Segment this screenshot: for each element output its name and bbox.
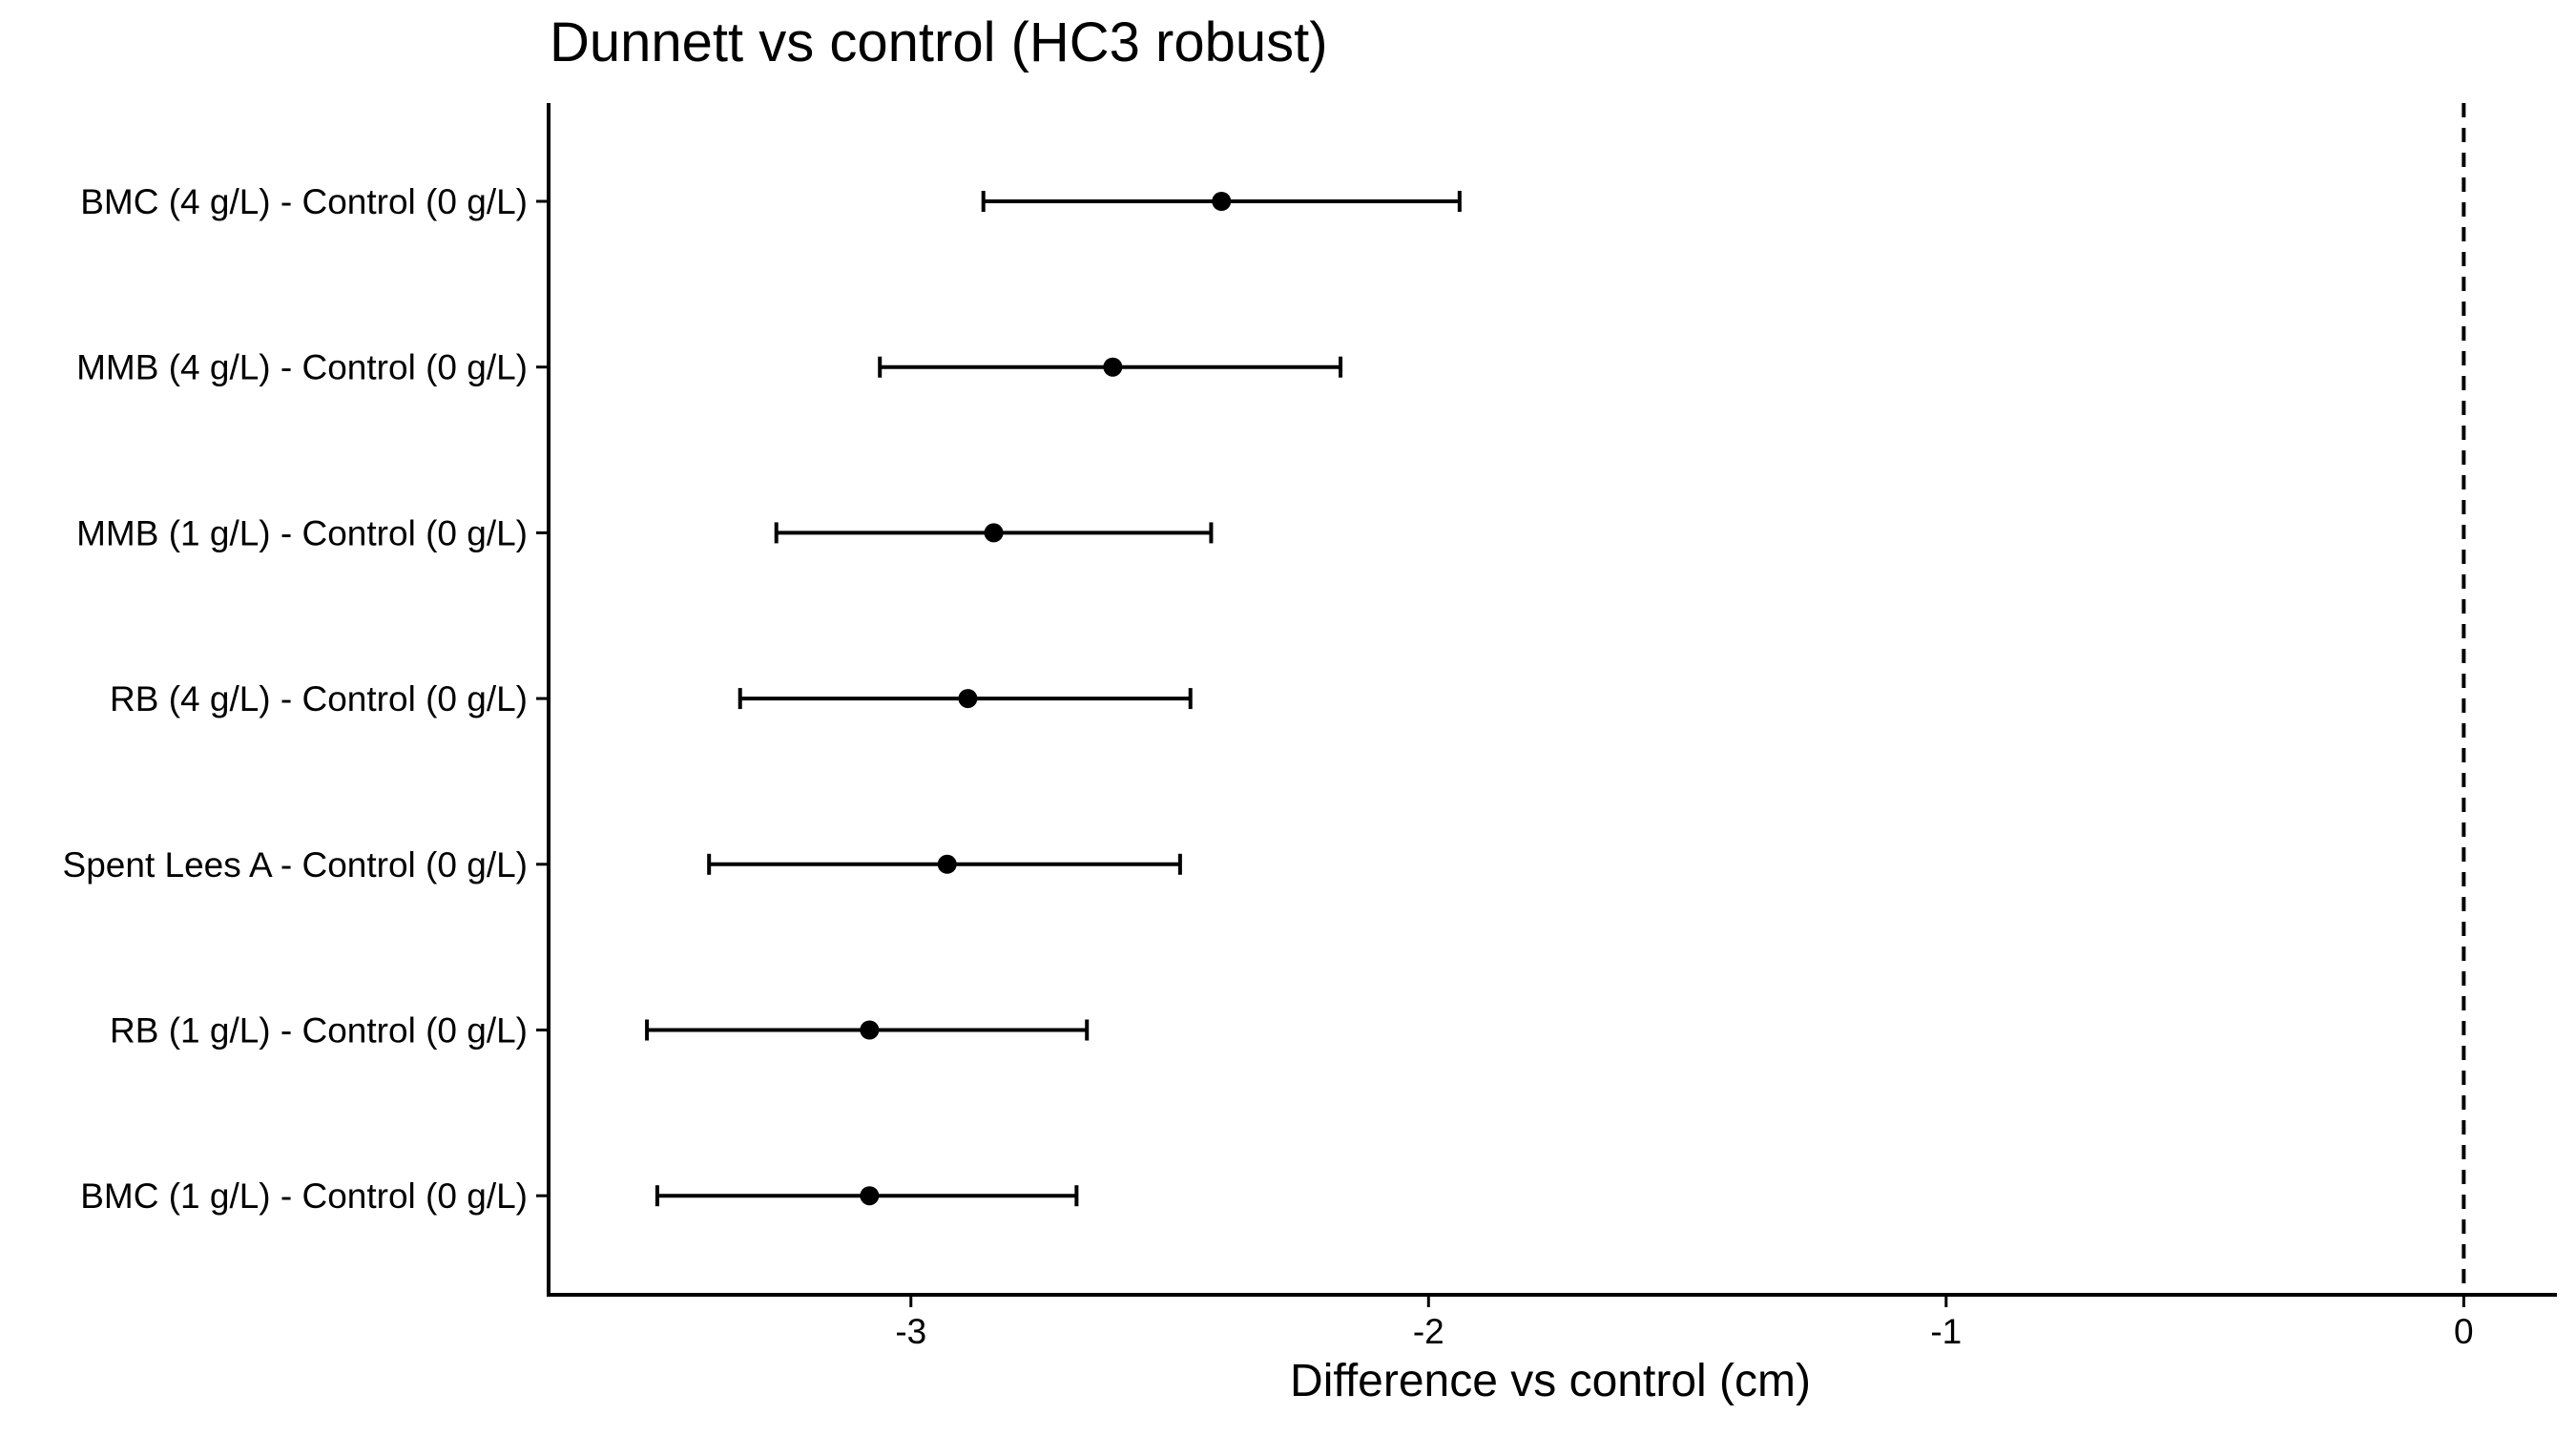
x-tick-label: -1 <box>1930 1312 1962 1351</box>
y-tick-label: MMB (4 g/L) - Control (0 g/L) <box>76 348 528 387</box>
x-tick-label: 0 <box>2454 1312 2474 1351</box>
estimate-point <box>937 854 957 874</box>
estimate-point <box>1103 357 1123 377</box>
estimate-point <box>860 1186 880 1206</box>
estimate-point <box>860 1020 880 1040</box>
y-tick-label: MMB (1 g/L) - Control (0 g/L) <box>76 513 528 552</box>
estimate-point <box>1212 192 1232 211</box>
y-tick-label: RB (1 g/L) - Control (0 g/L) <box>110 1011 528 1051</box>
chart-title: Dunnett vs control (HC3 robust) <box>550 11 1328 73</box>
x-tick-label: -3 <box>895 1312 926 1351</box>
y-tick-label: BMC (4 g/L) - Control (0 g/L) <box>80 182 528 221</box>
x-tick-label: -2 <box>1413 1312 1444 1351</box>
estimate-point <box>958 689 978 709</box>
y-tick-label: Spent Lees A - Control (0 g/L) <box>63 845 528 884</box>
y-tick-label: BMC (1 g/L) - Control (0 g/L) <box>80 1176 528 1216</box>
estimate-point <box>984 523 1004 543</box>
x-axis-title: Difference vs control (cm) <box>1290 1356 1811 1406</box>
plot-area: -3 -2 -1 0 BMC (4 g/L) - Control (0 g/L) MMB … <box>63 103 2557 1351</box>
y-tick-label: RB (4 g/L) - Control (0 g/L) <box>110 679 528 718</box>
